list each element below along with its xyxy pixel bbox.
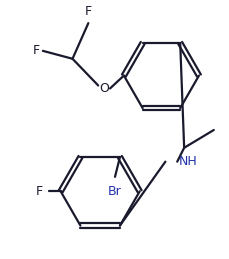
Text: NH: NH	[178, 155, 197, 168]
Text: F: F	[33, 44, 40, 57]
Text: O: O	[99, 82, 109, 95]
Text: F: F	[85, 5, 92, 18]
Text: Br: Br	[108, 185, 121, 198]
Text: F: F	[35, 185, 43, 198]
